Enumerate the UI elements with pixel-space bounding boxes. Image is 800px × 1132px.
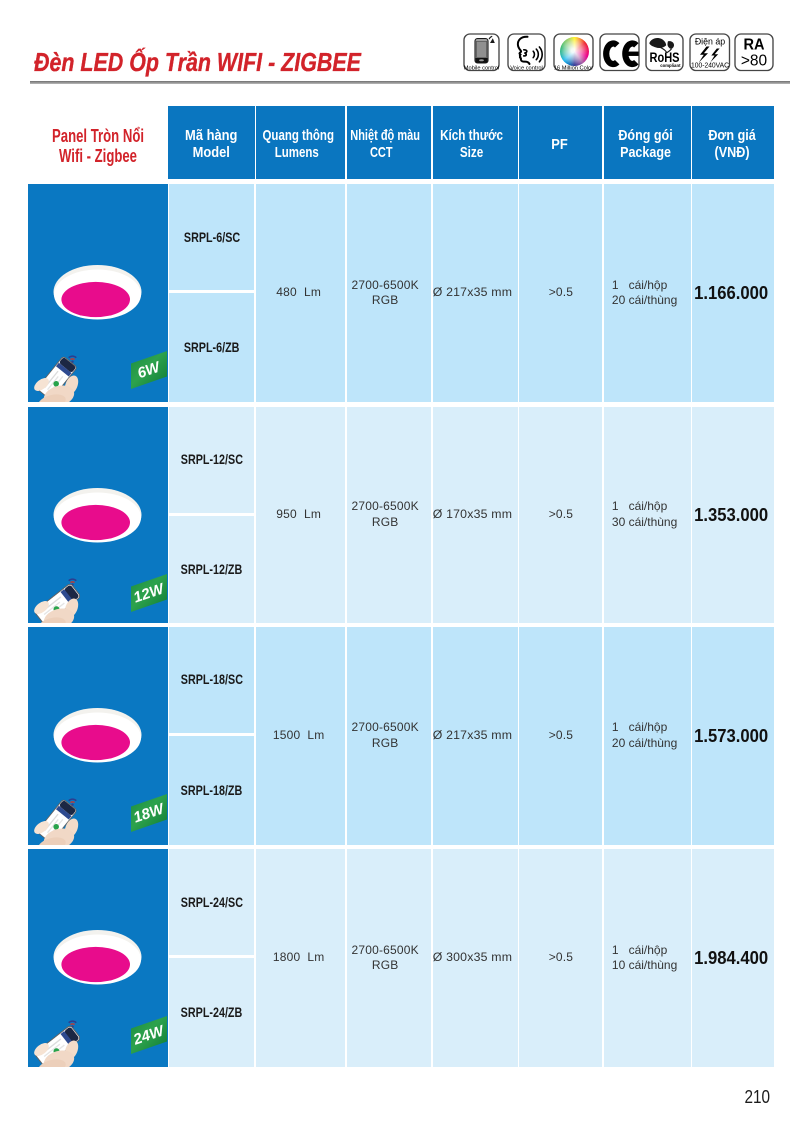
svg-text:Voice control: Voice control xyxy=(510,66,543,72)
svg-text:RA: RA xyxy=(744,37,765,54)
svg-text:Mobile control: Mobile control xyxy=(464,66,499,72)
svg-text:Điện áp: Điện áp xyxy=(695,37,725,47)
svg-text:RoHS: RoHS xyxy=(650,50,680,65)
svg-text:100-240VAC: 100-240VAC xyxy=(691,61,729,70)
svg-text:16 Million Color: 16 Million Color xyxy=(554,66,593,72)
svg-text:>80: >80 xyxy=(741,53,768,70)
svg-text:6W: 6W xyxy=(135,358,164,382)
svg-text:compliant: compliant xyxy=(660,63,681,68)
